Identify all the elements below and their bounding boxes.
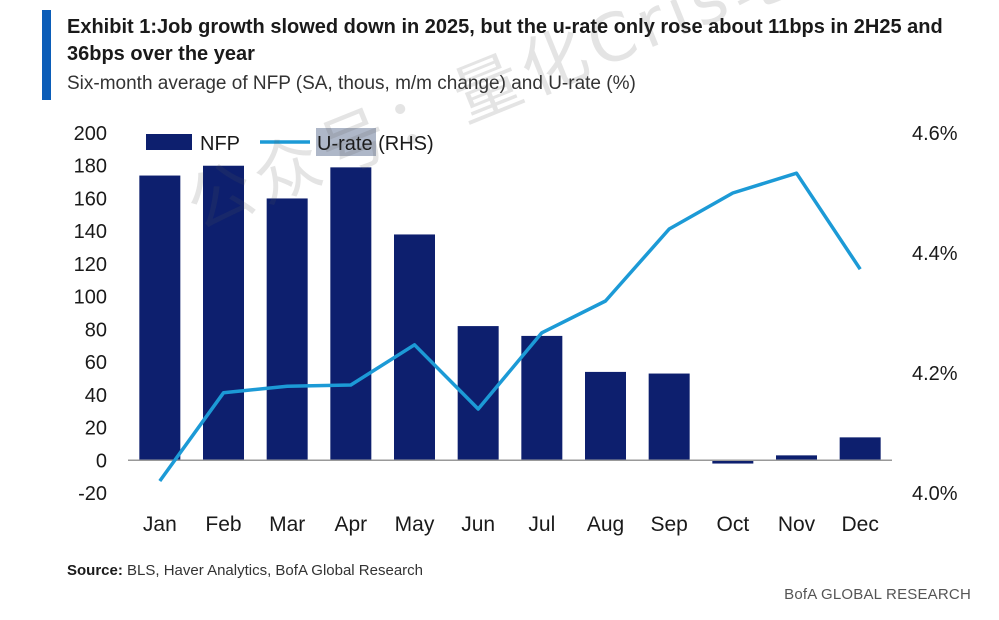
title-accent-bar <box>42 10 51 100</box>
right-axis-tick-label: 4.4% <box>912 243 958 265</box>
x-axis-label-jun: Jun <box>461 513 495 536</box>
legend-nfp-swatch <box>146 134 192 150</box>
source-note: Source: BLS, Haver Analytics, BofA Globa… <box>67 562 423 579</box>
nfp-bar-jan <box>139 175 181 461</box>
left-axis-tick-label: 60 <box>85 352 107 374</box>
chart-title: Exhibit 1:Job growth slowed down in 2025… <box>67 16 943 65</box>
brand-label: BofA GLOBAL RESEARCH <box>784 586 971 603</box>
nfp-bar-nov <box>776 455 817 461</box>
x-axis-label-oct: Oct <box>716 513 749 536</box>
chart-subtitle: Six-month average of NFP (SA, thous, m/m… <box>67 73 636 94</box>
nfp-bar-jul <box>521 335 563 461</box>
x-axis-label-apr: Apr <box>334 513 367 536</box>
nfp-bar-mar <box>266 198 308 461</box>
nfp-bar-aug <box>585 371 626 461</box>
right-axis-tick-label: 4.0% <box>912 483 958 505</box>
left-axis-tick-label: 120 <box>74 254 107 276</box>
nfp-bar-dec <box>839 437 881 461</box>
left-axis-tick-label: 160 <box>74 188 107 210</box>
x-axis-label-jan: Jan <box>143 513 177 536</box>
left-axis-tick-label: 100 <box>74 287 107 309</box>
left-axis-tick-label: 80 <box>85 319 107 341</box>
legend-nfp-label: NFP <box>200 133 240 155</box>
x-axis-label-sep: Sep <box>650 513 687 536</box>
source-label: Source: <box>67 562 123 579</box>
left-axis-tick-label: -20 <box>78 483 107 505</box>
x-axis-label-jul: Jul <box>528 513 555 536</box>
u-rate-line <box>158 171 862 483</box>
x-axis-label-feb: Feb <box>205 513 241 536</box>
nfp-bar-oct <box>712 460 754 464</box>
nfp-bar-may <box>394 234 435 461</box>
x-axis-label-mar: Mar <box>269 513 305 536</box>
right-axis-tick-label: 4.6% <box>912 123 958 145</box>
left-axis-tick-label: 140 <box>74 221 107 243</box>
nfp-bar-sep <box>648 373 690 461</box>
left-axis-tick-label: 200 <box>74 123 107 145</box>
nfp-bar-apr <box>330 167 372 461</box>
legend-selection-highlight <box>316 128 376 156</box>
right-axis-tick-label: 4.2% <box>912 363 958 385</box>
left-axis-tick-label: 40 <box>85 385 107 407</box>
x-axis-label-dec: Dec <box>841 513 878 536</box>
x-axis-label-aug: Aug <box>587 513 624 536</box>
x-axis-label-may: May <box>395 513 435 536</box>
left-axis-tick-label: 20 <box>85 418 107 440</box>
nfp-bar-feb <box>203 165 244 461</box>
x-axis-label-nov: Nov <box>778 513 816 536</box>
left-axis-tick-label: 0 <box>96 450 107 472</box>
source-text: BLS, Haver Analytics, BofA Global Resear… <box>122 562 424 579</box>
combo-chart: 200180160140120100806040200-204.6%4.4%4.… <box>74 123 958 536</box>
legend-u-rate-label: U-rate (RHS) <box>317 133 434 155</box>
left-axis-tick-label: 180 <box>74 156 107 178</box>
